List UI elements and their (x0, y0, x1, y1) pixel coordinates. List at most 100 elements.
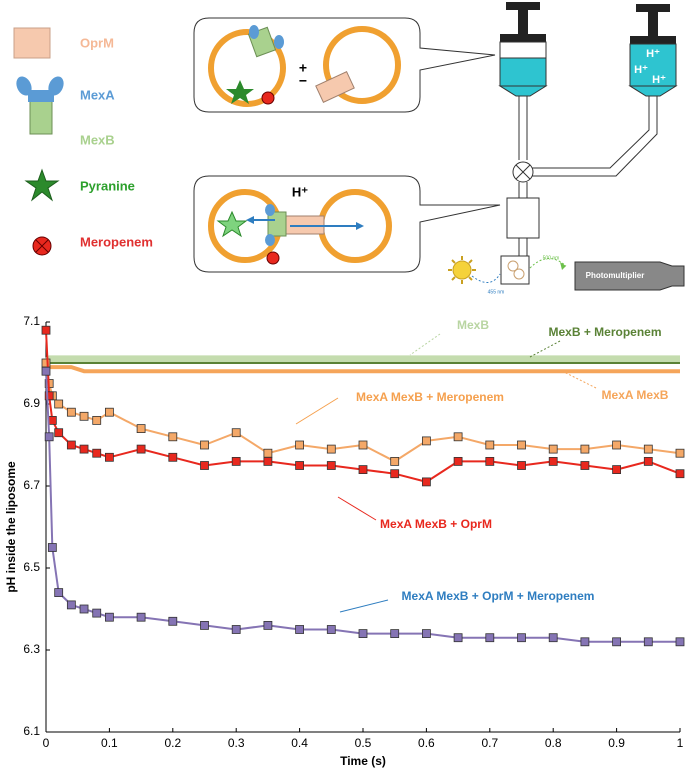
point (44, 391, 54, 401)
point (105, 407, 114, 417)
point (358, 440, 368, 450)
point (79, 411, 89, 421)
photomultiplier-label: Photomultiplier (586, 271, 645, 280)
point (54, 428, 64, 438)
point (580, 461, 590, 470)
point (200, 621, 209, 630)
point (136, 612, 146, 622)
series-line (43, 355, 680, 366)
point (41, 325, 51, 335)
point (675, 469, 685, 479)
point (54, 399, 64, 409)
point (358, 629, 368, 638)
point (517, 633, 526, 643)
point (200, 461, 209, 470)
point (517, 440, 526, 450)
point (79, 444, 89, 454)
legend-label: Meropenem (80, 234, 153, 249)
point (295, 461, 305, 470)
mexa (249, 25, 259, 39)
x-tick-label: 0.6 (418, 736, 435, 750)
point (44, 432, 54, 442)
point (136, 424, 146, 434)
mexb (267, 211, 287, 237)
x-axis-label: Time (s) (340, 754, 386, 768)
legend-label: OprM (80, 35, 114, 50)
point (548, 456, 558, 466)
point (421, 436, 431, 446)
y-tick-label: 6.1 (23, 724, 40, 738)
x-tick-label: 0.1 (101, 736, 118, 750)
point (168, 616, 178, 626)
point (92, 448, 102, 458)
leader-line (409, 333, 441, 356)
y-tick-label: 6.3 (23, 642, 40, 656)
point (168, 452, 178, 462)
arrowhead (246, 216, 254, 224)
point (421, 477, 431, 487)
mexa-mexb-icon (16, 76, 64, 135)
series-label: MexB + Meropenem (548, 325, 661, 339)
series-line (44, 361, 680, 374)
point (485, 456, 495, 466)
minus-sign: − (299, 73, 307, 89)
point (200, 440, 209, 450)
point (168, 432, 178, 442)
emission-label: 500 nm (543, 255, 560, 261)
x-tick-label: 0.7 (481, 736, 498, 750)
point (66, 407, 76, 417)
point (453, 456, 463, 466)
x-tick-label: 1 (677, 736, 684, 750)
series-line (45, 330, 681, 483)
point (612, 465, 621, 475)
point (231, 456, 241, 466)
meropenem (266, 251, 280, 265)
point (390, 469, 400, 479)
series-label: MexA MexB + Meropenem (356, 390, 504, 404)
excitation-label: 455 nm (488, 289, 505, 295)
point (41, 358, 51, 368)
legend-label: MexB (80, 132, 115, 147)
leader-line (559, 369, 597, 389)
point (92, 608, 102, 618)
arrowhead (356, 222, 364, 230)
point (580, 444, 590, 454)
y-tick-label: 6.7 (23, 478, 40, 492)
point (390, 629, 400, 638)
point (675, 448, 685, 458)
meropenem (261, 91, 275, 105)
point (47, 543, 57, 552)
y-axis-label: pH inside the liposome (4, 461, 18, 593)
point (41, 366, 51, 376)
leader-line (529, 340, 561, 358)
point (263, 448, 273, 458)
point (453, 633, 463, 643)
point (105, 612, 114, 622)
oprm (315, 70, 355, 104)
point (79, 604, 89, 614)
x-tick-label: 0.9 (608, 736, 625, 750)
mexa (265, 234, 275, 246)
point (643, 456, 653, 466)
x-tick-label: 0.2 (164, 736, 181, 750)
point (231, 428, 241, 438)
point (66, 440, 76, 450)
mexa (274, 35, 284, 49)
point (326, 625, 336, 634)
point (580, 637, 590, 647)
oprm-icon (13, 27, 51, 59)
point (517, 461, 526, 470)
point (136, 444, 146, 454)
point (358, 465, 368, 475)
point (485, 440, 495, 450)
leader-line (295, 397, 339, 425)
point (675, 637, 685, 647)
series-label: MexB (457, 318, 489, 332)
y-tick-label: 6.5 (23, 560, 40, 574)
point (612, 637, 621, 647)
point (263, 621, 273, 630)
chart: pH inside the liposome Time (s) 6.1 6.3 6.… (4, 314, 685, 768)
point (548, 444, 558, 454)
point (326, 444, 336, 454)
